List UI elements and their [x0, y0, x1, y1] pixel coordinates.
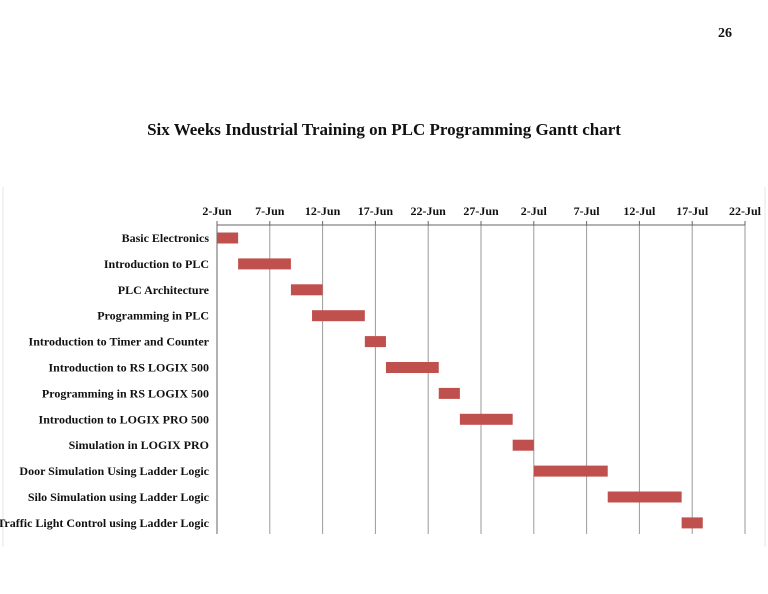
- x-tick-label: 12-Jul: [623, 204, 656, 218]
- task-label: Introduction to LOGIX PRO 500: [39, 412, 209, 426]
- task-label: Basic Electronics: [122, 231, 210, 245]
- task-label: Introduction to RS LOGIX 500: [49, 361, 209, 375]
- task-bar: [459, 413, 513, 425]
- task-bar: [312, 310, 365, 322]
- x-tick-label: 2-Jul: [521, 204, 548, 218]
- task-bar: [681, 517, 703, 529]
- task-label: Introduction to PLC: [104, 257, 209, 271]
- x-tick-label: 7-Jun: [255, 204, 285, 218]
- task-bar: [512, 439, 534, 451]
- task-label: Door Simulation Using Ladder Logic: [19, 464, 209, 478]
- x-tick-label: 7-Jul: [574, 204, 601, 218]
- task-label: Introduction to Timer and Counter: [29, 335, 210, 349]
- task-label: Traffic Light Control using Ladder Logic: [0, 516, 210, 530]
- task-bar: [385, 362, 439, 373]
- gantt-chart-svg: 2-Jun 7-Jun 12-Jun 17-Jun 22-Jun 27-Jun 2-Jul 7…: [0, 187, 766, 547]
- x-tick-label: 17-Jun: [358, 204, 394, 218]
- chart-title: Six Weeks Industrial Training on PLC Pro…: [147, 120, 621, 139]
- x-tick-label: 2-Jun: [202, 204, 232, 218]
- task-bar: [290, 284, 323, 296]
- task-bar: [533, 465, 608, 477]
- x-tick-label: 22-Jul: [729, 204, 762, 218]
- task-labels: Basic Electronics Introduction to PLC PLC …: [0, 231, 210, 530]
- task-label: Simulation in LOGIX PRO: [69, 438, 209, 452]
- task-label: Silo Simulation using Ladder Logic: [28, 490, 210, 504]
- gantt-chart: 2-Jun 7-Jun 12-Jun 17-Jun 22-Jun 27-Jun 2-Jul 7…: [0, 187, 768, 547]
- task-bar: [607, 491, 682, 503]
- task-bar: [364, 336, 386, 348]
- x-tick-label: 12-Jun: [305, 204, 341, 218]
- x-axis: 2-Jun 7-Jun 12-Jun 17-Jun 22-Jun 27-Jun 2-Jul 7…: [202, 204, 762, 534]
- x-tick-label: 27-Jun: [463, 204, 499, 218]
- x-tick-label: 22-Jun: [411, 204, 447, 218]
- task-bars: [217, 232, 703, 529]
- task-label: PLC Architecture: [118, 283, 210, 297]
- task-bar: [217, 232, 239, 244]
- task-bar: [238, 258, 291, 270]
- task-label: Programming in PLC: [97, 309, 209, 323]
- page-number: 26: [718, 26, 732, 41]
- x-tick-label: 17-Jul: [676, 204, 709, 218]
- task-label: Programming in RS LOGIX 500: [42, 386, 209, 400]
- task-bar: [438, 387, 460, 399]
- grid-lines: [216, 225, 746, 534]
